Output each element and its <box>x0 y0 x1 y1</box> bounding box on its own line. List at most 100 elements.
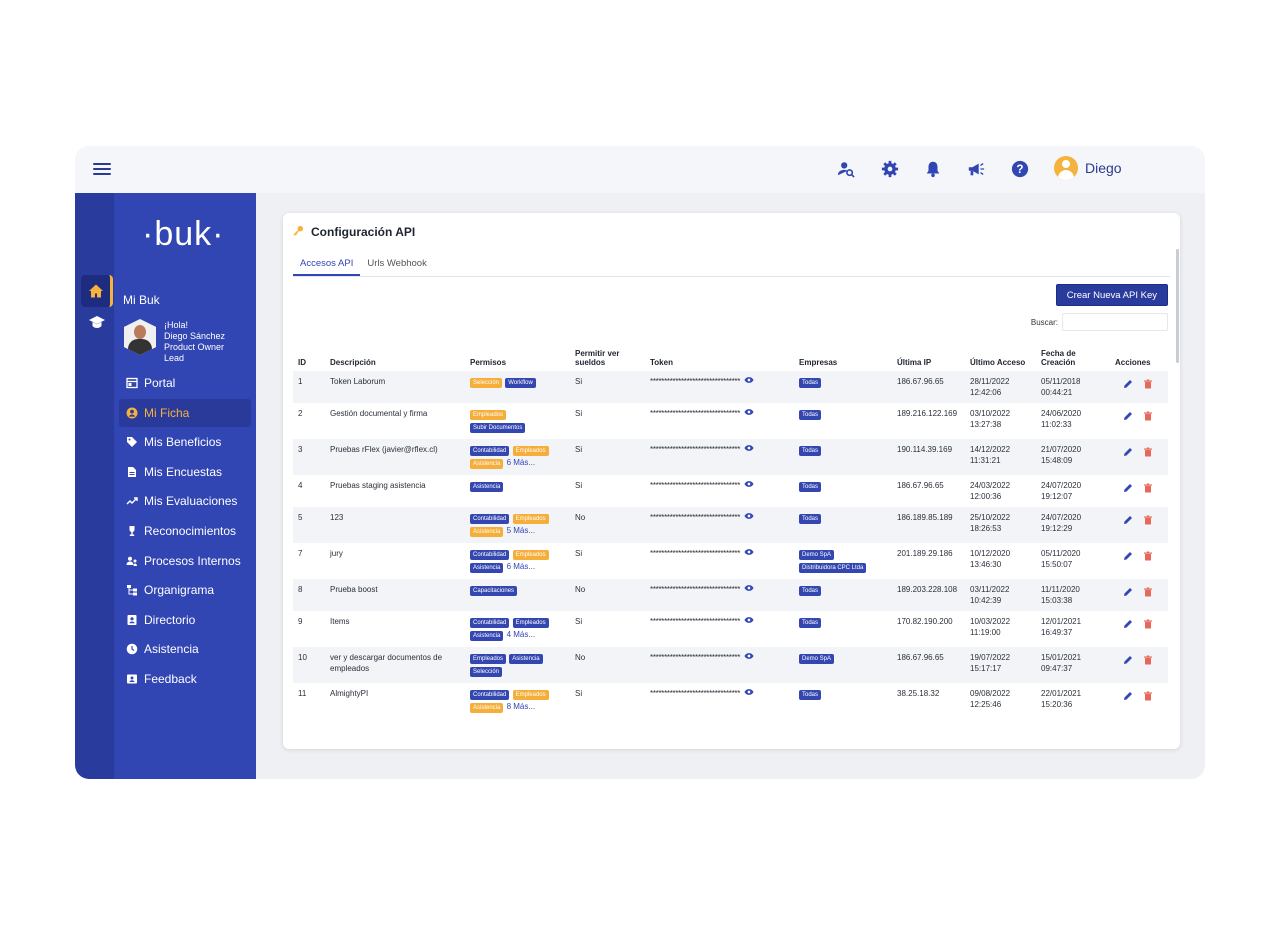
cell-last-access: 03/11/2022 10:42:39 <box>965 579 1036 611</box>
tab-urls-webhook[interactable]: Urls Webhook <box>367 258 427 269</box>
token-wrap: ******************************** <box>650 408 789 419</box>
delete-icon[interactable] <box>1143 411 1153 424</box>
last-access-time: 12:25:46 <box>970 700 1002 709</box>
eye-icon[interactable] <box>744 688 754 699</box>
token-mask: ******************************** <box>650 549 741 558</box>
delete-icon[interactable] <box>1143 619 1153 632</box>
sidebar-item-mis-evaluaciones[interactable]: Mis Evaluaciones <box>119 487 251 515</box>
column-header[interactable]: Descripción <box>330 358 376 367</box>
cell-sueldos: Si <box>570 371 645 403</box>
edit-icon[interactable] <box>1123 655 1133 668</box>
eye-icon[interactable] <box>744 408 754 419</box>
eye-icon[interactable] <box>744 584 754 595</box>
created-time: 15:50:07 <box>1041 560 1073 569</box>
more-permissions-link[interactable]: 5 Más... <box>506 526 536 535</box>
sidebar-item-mis-beneficios[interactable]: Mis Beneficios <box>119 428 251 456</box>
sidebar-item-reconocimientos[interactable]: Reconocimientos <box>119 517 251 545</box>
column-header[interactable]: Permisos <box>470 358 507 367</box>
column-header[interactable]: Último Acceso <box>970 358 1026 367</box>
actions <box>1115 584 1163 600</box>
column-header[interactable]: Acciones <box>1115 358 1151 367</box>
created-time: 19:12:07 <box>1041 492 1073 501</box>
permission-badge: Contabilidad <box>470 550 510 560</box>
permission-badge: Asistencia <box>470 703 504 713</box>
bell-icon[interactable] <box>922 158 944 180</box>
eye-icon[interactable] <box>744 376 754 387</box>
column-header[interactable]: Empresas <box>799 358 838 367</box>
search-input[interactable] <box>1062 313 1168 331</box>
cell-sueldos: No <box>570 647 645 683</box>
delete-icon[interactable] <box>1143 587 1153 600</box>
create-api-key-button[interactable]: Crear Nueva API Key <box>1055 284 1168 306</box>
delete-icon[interactable] <box>1143 447 1153 460</box>
token-mask: ******************************** <box>650 445 741 454</box>
edit-icon[interactable] <box>1123 587 1133 600</box>
more-permissions-link[interactable]: 8 Más... <box>506 702 536 711</box>
edit-icon[interactable] <box>1123 379 1133 392</box>
home-icon[interactable] <box>81 275 113 307</box>
more-permissions-link[interactable]: 6 Más... <box>506 458 536 467</box>
delete-icon[interactable] <box>1143 691 1153 704</box>
delete-icon[interactable] <box>1143 515 1153 528</box>
sidebar-item-feedback[interactable]: Feedback <box>119 665 251 693</box>
more-permissions-link[interactable]: 4 Más... <box>506 630 536 639</box>
actions <box>1115 616 1163 632</box>
edit-icon[interactable] <box>1123 515 1133 528</box>
scrollbar[interactable] <box>1176 249 1179 363</box>
more-permissions-link[interactable]: 6 Más... <box>506 562 536 571</box>
trend-icon <box>126 495 138 507</box>
delete-icon[interactable] <box>1143 551 1153 564</box>
edit-icon[interactable] <box>1123 483 1133 496</box>
created-time: 15:48:09 <box>1041 456 1073 465</box>
column-header[interactable]: ID <box>298 358 306 367</box>
user-menu[interactable]: Diego <box>1054 156 1122 180</box>
profile-greeting: ¡Hola! <box>164 320 189 330</box>
cell-created: 12/01/2021 16:49:37 <box>1036 611 1110 647</box>
column-header[interactable]: Fecha de Creación <box>1041 349 1076 367</box>
eye-icon[interactable] <box>744 444 754 455</box>
tab-accesos-api[interactable]: Accesos API <box>293 252 361 276</box>
cell-token: ******************************** <box>645 543 794 579</box>
megaphone-icon[interactable] <box>965 158 987 180</box>
eye-icon[interactable] <box>744 480 754 491</box>
permission-badge: Selección <box>470 667 503 677</box>
edit-icon[interactable] <box>1123 411 1133 424</box>
delete-icon[interactable] <box>1143 379 1153 392</box>
cell-created: 22/01/2021 15:20:36 <box>1036 683 1110 719</box>
cell-permissions: Contabilidad Empleados Asistencia 5 Más.… <box>465 507 570 543</box>
delete-icon[interactable] <box>1143 655 1153 668</box>
menu-icon[interactable] <box>93 160 111 178</box>
user-search-icon[interactable] <box>835 158 857 180</box>
token-wrap: ******************************** <box>650 512 789 523</box>
eye-icon[interactable] <box>744 652 754 663</box>
sidebar-item-mis-encuestas[interactable]: Mis Encuestas <box>119 458 251 486</box>
sidebar-item-procesos-internos[interactable]: Procesos Internos <box>119 547 251 575</box>
cell-sueldos: Si <box>575 481 583 490</box>
sidebar-item-asistencia[interactable]: Asistencia <box>119 635 251 663</box>
edit-icon[interactable] <box>1123 619 1133 632</box>
column-header[interactable]: Token <box>650 358 673 367</box>
sidebar-item-organigrama[interactable]: Organigrama <box>119 576 251 604</box>
card-title: Configuración API <box>293 225 415 239</box>
eye-icon[interactable] <box>744 616 754 627</box>
tag-icon <box>126 436 138 448</box>
eye-icon[interactable] <box>744 548 754 559</box>
actions <box>1115 688 1163 704</box>
edit-icon[interactable] <box>1123 447 1133 460</box>
help-icon[interactable]: ? <box>1009 158 1031 180</box>
sidebar-item-mi-ficha[interactable]: Mi Ficha <box>119 398 251 427</box>
edit-icon[interactable] <box>1123 691 1133 704</box>
sidebar-item-directorio[interactable]: Directorio <box>119 606 251 634</box>
column-header[interactable]: Permitir ver sueldos <box>575 349 620 367</box>
column-header[interactable]: Última IP <box>897 358 932 367</box>
eye-icon[interactable] <box>744 512 754 523</box>
delete-icon[interactable] <box>1143 483 1153 496</box>
table-header-row: ID Descripción Permisos Permitir ver sueldo… <box>293 339 1168 371</box>
token-mask: ******************************** <box>650 689 741 698</box>
edit-icon[interactable] <box>1123 551 1133 564</box>
sidebar-item-portal[interactable]: Portal <box>119 369 251 397</box>
graduation-cap-icon[interactable] <box>81 306 113 338</box>
cell-token: ******************************** <box>645 507 794 543</box>
permission-badge: Empleados <box>512 446 549 456</box>
gear-icon[interactable] <box>879 158 901 180</box>
